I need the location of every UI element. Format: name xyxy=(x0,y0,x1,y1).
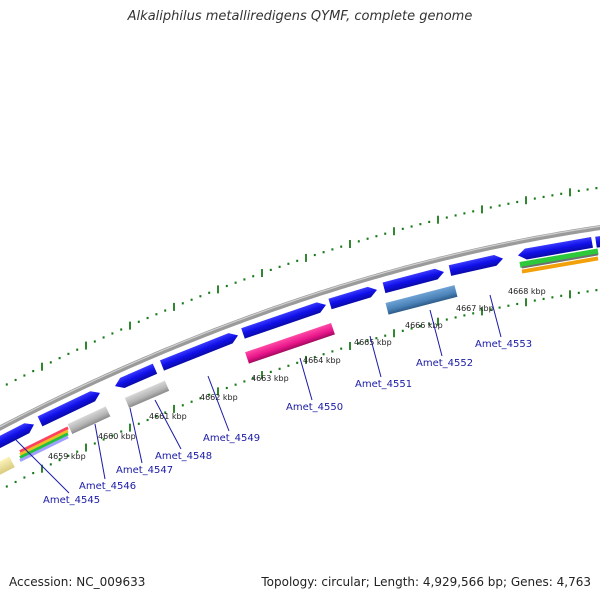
map-title: Alkaliphilus metalliredigens QYMF, compl… xyxy=(127,9,473,24)
orange-feature xyxy=(521,256,599,274)
feature-track xyxy=(0,235,600,476)
kbp-tick-label: 4660 kbp xyxy=(98,432,136,441)
gene-leader-line xyxy=(369,335,382,378)
accession-text: Accession: NC_009633 xyxy=(9,575,146,589)
cds-forward-arrow xyxy=(37,391,100,427)
gene-leader-line xyxy=(489,294,502,338)
kbp-tick-label: 4661 kbp xyxy=(149,412,187,421)
gene-leader-line xyxy=(129,407,143,464)
kbp-tick-label: 4659 kbp xyxy=(48,452,86,461)
cds-forward-arrow xyxy=(595,235,600,248)
gene-label[interactable]: Amet_4546 xyxy=(79,481,136,492)
cds-forward-arrow xyxy=(382,268,444,294)
gene-leader-line xyxy=(299,357,313,401)
rrna-stripe xyxy=(19,432,69,459)
green-feature xyxy=(519,248,599,268)
kbp-tick-label: 4667 kbp xyxy=(456,304,494,313)
cds-forward-arrow xyxy=(517,236,593,260)
kbp-tick-label: 4662 kbp xyxy=(200,393,238,402)
gene-label[interactable]: Amet_4550 xyxy=(286,402,343,413)
gene-leader-line xyxy=(207,375,230,432)
gene-label[interactable]: Amet_4553 xyxy=(475,339,532,350)
gene-label[interactable]: Amet_4547 xyxy=(116,465,173,476)
backbone-line xyxy=(0,225,600,431)
label-layer: 4659 kbp 4660 kbp 4661 kbp 4662 kbp 4663 kbp… xyxy=(15,287,546,506)
gene-leader-line xyxy=(15,439,70,494)
backbone-highlight xyxy=(0,225,600,428)
cds-forward-arrow xyxy=(115,363,158,388)
rna-feature-box xyxy=(0,456,15,476)
rrna-stripe xyxy=(19,429,69,456)
rrna-stripe xyxy=(19,426,69,453)
gene-label[interactable]: Amet_4548 xyxy=(155,451,212,462)
gene-label[interactable]: Amet_4545 xyxy=(43,495,100,506)
gene-leader-line xyxy=(154,399,182,450)
kbp-tick-label: 4663 kbp xyxy=(251,374,289,383)
cds-forward-arrow xyxy=(159,333,239,371)
cds-forward-arrow xyxy=(241,302,327,339)
gray-feature xyxy=(67,406,111,435)
backbone xyxy=(0,225,600,431)
dark-stripe xyxy=(521,253,599,269)
inner-tick-ring xyxy=(5,289,598,488)
kbp-tick-label: 4666 kbp xyxy=(405,321,443,330)
gray-feature xyxy=(124,380,170,408)
outer-tick-ring xyxy=(5,187,598,386)
cds-forward-arrow xyxy=(328,286,377,310)
kbp-tick-label: 4668 kbp xyxy=(508,287,546,296)
kbp-tick-label: 4664 kbp xyxy=(303,356,341,365)
gene-label[interactable]: Amet_4552 xyxy=(416,358,473,369)
gene-label[interactable]: Amet_4551 xyxy=(355,379,412,390)
steel-feature xyxy=(385,285,458,315)
cds-forward-arrow xyxy=(0,423,35,450)
pink-feature xyxy=(245,322,335,364)
genome-summary-text: Topology: circular; Length: 4,929,566 bp… xyxy=(261,575,591,589)
gene-leader-line xyxy=(429,309,443,357)
cds-forward-arrow xyxy=(448,255,504,276)
gene-leader-line xyxy=(94,423,106,480)
gene-label[interactable]: Amet_4549 xyxy=(203,433,260,444)
kbp-tick-label: 4665 kbp xyxy=(354,338,392,347)
